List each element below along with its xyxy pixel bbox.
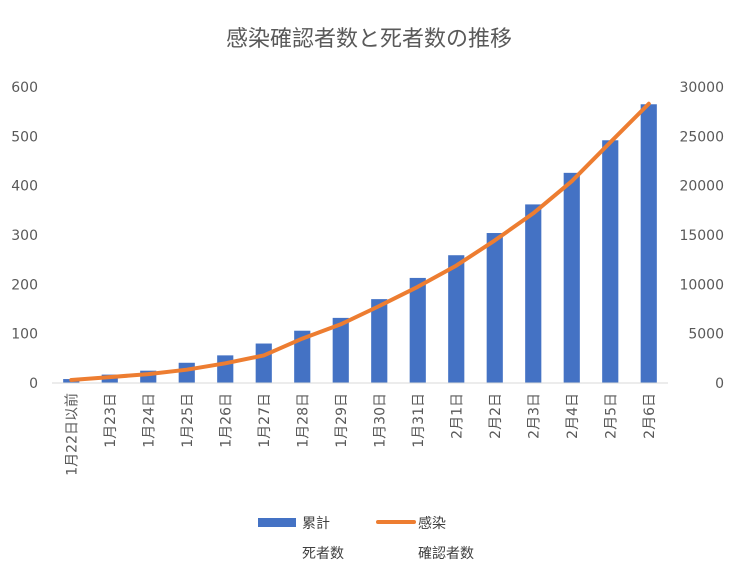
legend-bar-axis-label: 死者数 — [302, 546, 344, 562]
bar — [332, 317, 349, 383]
bar — [486, 233, 503, 383]
left-tick-label: 600 — [11, 80, 38, 96]
x-tick-label: 1月28日 — [295, 393, 311, 448]
legend: 累計 死者数 感染 確認者数 — [258, 515, 474, 562]
right-tick-label: 20000 — [679, 179, 724, 195]
x-tick-label: 2月1日 — [449, 393, 465, 439]
infection-line — [69, 101, 651, 382]
bar-series — [63, 104, 657, 384]
left-tick-label: 0 — [29, 376, 38, 392]
x-tick-label: 1月30日 — [372, 393, 388, 448]
left-tick-label: 300 — [11, 228, 38, 244]
x-tick-label: 1月24日 — [141, 393, 157, 448]
left-tick-label: 100 — [11, 327, 38, 343]
line-series — [69, 101, 651, 382]
right-tick-label: 30000 — [679, 80, 724, 96]
left-tick-label: 500 — [11, 129, 38, 145]
x-tick-label: 1月29日 — [334, 393, 350, 448]
bar — [294, 330, 311, 383]
legend-line-axis-label: 確認者数 — [418, 546, 474, 562]
x-tick-label: 1月31日 — [411, 393, 427, 448]
bar — [525, 204, 542, 383]
bar — [409, 277, 426, 383]
bar — [371, 299, 388, 383]
x-tick-label: 2月6日 — [642, 393, 658, 439]
right-tick-label: 5000 — [688, 327, 724, 343]
x-axis-ticks: 1月22日以前 1月23日 1月24日 1月25日 1月26日 1月27日 1月28日 1月2… — [63, 393, 658, 476]
legend-bar-label: 累計 — [302, 516, 330, 532]
x-tick-label: 2月2日 — [488, 393, 504, 439]
bar — [217, 355, 234, 383]
x-tick-label: 2月5日 — [603, 393, 619, 439]
legend-line-label: 感染 — [418, 515, 446, 532]
right-tick-label: 15000 — [679, 228, 724, 244]
x-tick-label: 1月27日 — [257, 393, 273, 448]
left-axis-ticks: 0 100 200 300 400 500 600 — [11, 80, 38, 392]
right-axis-ticks: 0 5000 10000 15000 20000 25000 30000 — [679, 80, 724, 392]
legend-bar-swatch — [258, 518, 296, 527]
left-tick-label: 400 — [11, 179, 38, 195]
x-tick-label: 1月23日 — [103, 393, 119, 448]
chart-title: 感染確認者数と死者数の推移 — [226, 27, 512, 52]
right-tick-label: 25000 — [679, 129, 724, 145]
bar — [563, 172, 580, 383]
bar — [255, 343, 272, 383]
bar — [640, 104, 657, 384]
bar — [448, 255, 465, 383]
bar — [602, 140, 619, 383]
x-tick-label: 1月22日以前 — [63, 393, 80, 476]
bar — [178, 362, 195, 383]
x-tick-label: 2月3日 — [526, 393, 542, 439]
x-tick-label: 1月25日 — [180, 393, 196, 448]
left-tick-label: 200 — [11, 277, 38, 293]
x-tick-label: 2月4日 — [565, 393, 581, 439]
right-tick-label: 0 — [715, 376, 724, 392]
x-tick-label: 1月26日 — [218, 393, 234, 448]
right-tick-label: 10000 — [679, 277, 724, 293]
